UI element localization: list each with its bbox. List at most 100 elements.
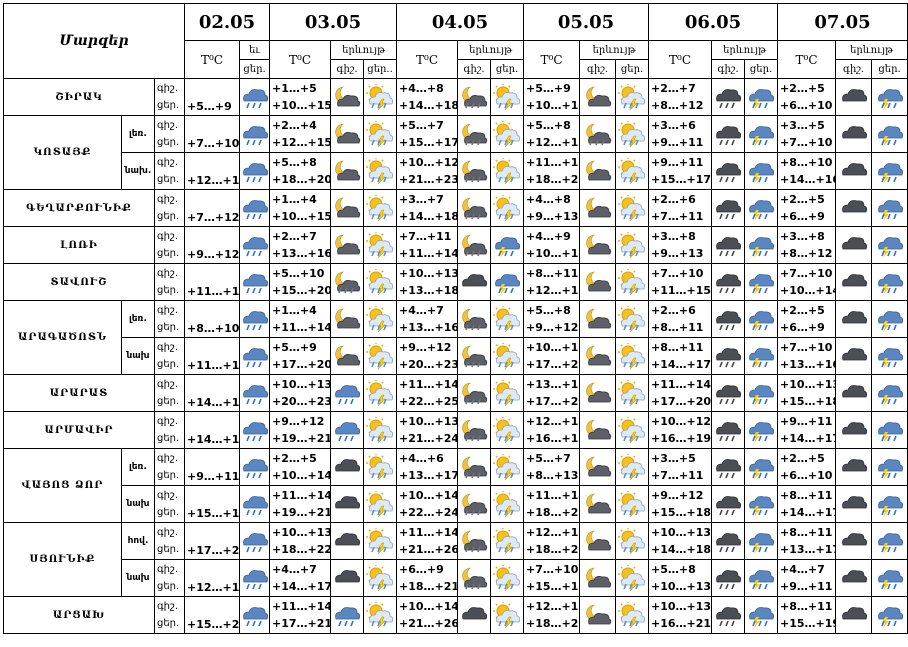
day-temp: +7…+11 xyxy=(651,469,704,482)
subregion-label: լեռ. xyxy=(121,448,155,486)
weather-icon xyxy=(457,411,492,449)
weather-icon xyxy=(711,596,746,634)
temperature-cell: +13…+16 +17…+20 xyxy=(523,374,581,412)
night-temp: +1…+4 xyxy=(272,193,317,206)
weather-icon xyxy=(330,596,365,634)
weather-icon xyxy=(457,596,492,634)
day-temp: +12…+15 xyxy=(526,136,579,149)
weather-icon xyxy=(615,485,650,523)
temperature-cell: +12…+15 +16…+19 xyxy=(523,411,581,449)
night-temp: +11…+14 xyxy=(272,600,331,613)
weather-icon xyxy=(579,337,617,375)
night-label: գիշ. xyxy=(157,305,179,316)
weather-icon xyxy=(579,152,617,190)
weather-icon xyxy=(871,78,908,116)
night-day-labels: գիշ. ցեր. xyxy=(153,374,186,412)
night-subheader: գիշ. xyxy=(579,59,617,79)
day-subheader: ցեր. xyxy=(744,59,779,79)
weather-icon xyxy=(615,559,650,597)
weather-icon xyxy=(744,300,779,338)
weather-icon xyxy=(871,485,908,523)
subregion-label: հով. xyxy=(121,522,155,560)
day-temp: +12…+17 xyxy=(526,284,579,297)
temperature-cell: +4…+6 +13…+17 xyxy=(396,448,459,486)
temperature-cell: +2…+5 +6…+10 xyxy=(777,448,837,486)
day-temp: +18…+20 xyxy=(272,173,331,186)
night-temp: +9…+12 xyxy=(651,489,704,502)
weather-icon xyxy=(579,189,617,227)
region-name: ՏԱՎՈՒՇ xyxy=(3,263,155,301)
weather-icon xyxy=(711,152,746,190)
night-label: գիշ. xyxy=(157,157,179,168)
weather-icon xyxy=(615,78,650,116)
night-temp: +4…+9 xyxy=(526,230,571,243)
day-subheader: ցեր. xyxy=(615,59,650,79)
weather-icon xyxy=(330,263,365,301)
weather-icon xyxy=(711,300,746,338)
day-temp: +15…+18 xyxy=(526,580,579,593)
temperature-cell: +11…+14 +19…+21 xyxy=(269,485,332,523)
temperature-cell: +1…+5 +10…+15 xyxy=(269,78,332,116)
temperature-cell: +4…+7 +9…+11 xyxy=(777,559,837,597)
weather-icon xyxy=(711,559,746,597)
weather-icon xyxy=(615,374,650,412)
day-temp: +19…+21 xyxy=(272,432,331,445)
temperature-cell: +9…+12 xyxy=(184,226,241,264)
temperature-cell: +12…+15 +18…+23 xyxy=(523,522,581,560)
weather-icon xyxy=(330,448,365,486)
weather-icon xyxy=(363,263,398,301)
weather-icon xyxy=(457,226,492,264)
region-name: ԱՐՄԱՎԻՐ xyxy=(3,411,155,449)
weather-icon xyxy=(239,78,271,116)
temperature-cell: +9…+11 +15…+17 xyxy=(648,152,713,190)
weather-icon xyxy=(490,189,525,227)
day-temp: +21…+23 xyxy=(399,173,458,186)
night-temp: +9…+11 xyxy=(651,156,704,169)
night-temp: +8…+11 xyxy=(780,600,833,613)
day-label: ցեր. xyxy=(157,100,180,111)
night-temp: +12…+15 xyxy=(526,600,579,613)
night-temp: +3…+7 xyxy=(399,193,444,206)
temperature-cell: +10…+13 +13…+18 xyxy=(396,263,459,301)
temperature-cell: +12…+15 xyxy=(184,559,241,597)
weather-icon xyxy=(239,448,271,486)
night-temp: +9…+11 xyxy=(780,415,833,428)
night-label: գիշ. xyxy=(157,268,179,279)
weather-icon xyxy=(871,337,908,375)
night-day-labels: գիշ. ցեր. xyxy=(153,522,186,560)
night-temp: +11…+14 xyxy=(272,489,331,502)
day-temp: +14…+16 xyxy=(780,173,836,186)
day-label: ցեր. xyxy=(157,507,180,518)
weather-header: երևույթ xyxy=(330,40,398,60)
temperature-cell: +8…+11 +13…+17 xyxy=(777,522,837,560)
weather-icon xyxy=(363,448,398,486)
night-temp: +10…+13 xyxy=(272,526,331,539)
weather-icon xyxy=(363,300,398,338)
day-label: ցեր. xyxy=(157,618,180,629)
weather-icon xyxy=(490,300,525,338)
weather-icon xyxy=(711,374,746,412)
temp-header: T⁰C xyxy=(777,40,837,79)
weather-icon xyxy=(490,596,525,634)
night-subheader: գիշ. xyxy=(711,59,746,79)
region-name: ՍՅՈՒՆԻՔ xyxy=(3,522,122,597)
temperature-cell: +3…+8 +9…+13 xyxy=(648,226,713,264)
night-temp: +2…+6 xyxy=(651,304,696,317)
temperature-cell: +7…+12 xyxy=(184,189,241,227)
day-temp: +12…+15 xyxy=(272,136,331,149)
night-temp: +2…+7 xyxy=(272,230,317,243)
weather-icon xyxy=(871,522,908,560)
temperature-cell: +14…+17 xyxy=(184,374,241,412)
temperature-cell: +8…+11 +14…+17 xyxy=(777,485,837,523)
weather-icon xyxy=(330,115,365,153)
temperature-cell: +1…+4 +10…+15 xyxy=(269,189,332,227)
region-name: ԱՐԱԳԱԾՈՏՆ xyxy=(3,300,122,375)
temperature-cell: +8…+11 +12…+17 xyxy=(523,263,581,301)
day-temp: +20…+23 xyxy=(272,395,331,408)
region-row: նախ.գիշ. ցեր. +12…+15 +5…+8 +18…+20 +10…+12 +2… xyxy=(4,152,908,190)
night-temp: +5…+8 xyxy=(651,563,696,576)
temperature-cell: +2…+5 +6…+10 xyxy=(777,78,837,116)
night-temp: +7…+11 xyxy=(399,230,452,243)
temperature-cell: +2…+5 +10…+14 xyxy=(269,448,332,486)
